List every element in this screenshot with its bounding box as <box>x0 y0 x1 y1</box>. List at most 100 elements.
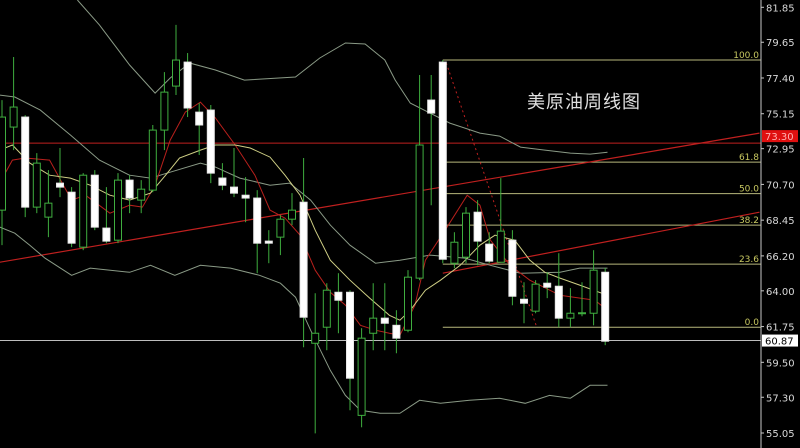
bollinger-upper-line <box>77 0 608 155</box>
candle-body-down <box>427 99 436 114</box>
candle <box>578 282 586 317</box>
candle-body-down <box>102 227 111 242</box>
red-price-tag-label: 73.30 <box>765 132 794 143</box>
candle-body-down <box>380 317 389 324</box>
candle-body-down <box>601 271 610 342</box>
candle-body-up <box>566 312 575 319</box>
candle <box>230 148 238 198</box>
candle <box>195 103 204 156</box>
candle <box>183 53 192 118</box>
candle <box>322 283 331 351</box>
candle-body-down <box>334 291 343 301</box>
candle-body-up <box>160 91 169 131</box>
candle <box>90 170 99 231</box>
candle <box>566 288 575 328</box>
price-axis-label: 77.40 <box>766 74 795 85</box>
candle <box>114 173 122 244</box>
candle <box>508 230 517 306</box>
candle <box>554 253 563 328</box>
candle-body-up <box>415 144 424 279</box>
candle <box>253 190 262 274</box>
candle <box>427 74 436 206</box>
candle <box>369 283 378 351</box>
candle-body-up <box>9 106 18 128</box>
fib-level-label: 50.0 <box>739 185 759 195</box>
candle-body-up <box>450 241 459 264</box>
candle-body-up <box>578 312 586 315</box>
candle <box>473 200 482 266</box>
candle <box>415 74 424 281</box>
candle-body-down <box>230 186 238 194</box>
dashed-projection-line <box>445 62 538 328</box>
candle-body-down <box>508 239 517 297</box>
price-axis-label: 79.65 <box>766 38 795 49</box>
candle-body-down <box>218 177 227 186</box>
candle <box>160 72 169 151</box>
candle <box>21 115 30 218</box>
fib-level-label: 100.0 <box>733 51 759 61</box>
candle <box>311 293 320 434</box>
candle <box>404 270 412 333</box>
candle-body-up <box>369 317 378 334</box>
candle-body-up <box>114 179 122 241</box>
price-axis-label: 70.70 <box>766 180 795 191</box>
candle <box>264 230 273 264</box>
candle-body-up <box>311 332 320 344</box>
candle <box>137 180 146 214</box>
bollinger-lower-line <box>0 226 608 414</box>
candle-body-up <box>276 218 285 238</box>
current-price-tag <box>762 334 798 347</box>
price-axis-label: 66.20 <box>766 252 795 263</box>
price-axis-label: 68.45 <box>766 216 795 227</box>
candle-body-down <box>520 298 528 304</box>
candle <box>148 125 157 193</box>
candle <box>56 148 64 198</box>
candle <box>543 272 552 299</box>
candle-body-down <box>67 191 76 244</box>
candle <box>288 193 296 226</box>
bollinger-middle-line <box>0 94 608 274</box>
candle-body-down <box>183 61 192 109</box>
candle <box>346 290 354 411</box>
red-price-tag <box>762 130 798 143</box>
candle <box>601 268 610 346</box>
candle-body-down <box>346 291 354 379</box>
candle-body-down <box>543 282 552 288</box>
fib-level-label: 0.0 <box>745 318 760 328</box>
price-axis-label: 61.75 <box>766 323 795 334</box>
candle <box>462 207 470 264</box>
candle-body-down <box>299 201 308 318</box>
candle <box>32 153 41 214</box>
candle <box>67 187 76 248</box>
candle-body-down <box>90 174 99 228</box>
candle <box>102 187 111 244</box>
candle-body-down <box>473 211 482 242</box>
candle-body-up <box>462 212 470 258</box>
candle-body-up <box>79 174 88 248</box>
candle-body-down <box>21 116 30 208</box>
candle-body-down <box>554 285 563 319</box>
candle-body-up <box>531 283 540 312</box>
candle <box>520 282 528 324</box>
candle <box>9 57 18 151</box>
candle-body-up <box>357 337 366 416</box>
candle <box>299 158 308 348</box>
fib-level-label: 38.2 <box>739 216 759 226</box>
candle-body-down <box>195 111 204 126</box>
candle-body-down <box>253 197 262 244</box>
candle <box>0 100 6 246</box>
price-axis-label: 57.30 <box>766 393 795 404</box>
candle <box>241 177 250 223</box>
price-axis-label: 55.05 <box>766 429 795 440</box>
candle-body-up <box>148 129 157 191</box>
candle-body-down <box>125 179 134 199</box>
price-axis-label: 72.95 <box>766 145 795 156</box>
candle <box>125 175 134 214</box>
candle-body-up <box>0 116 6 211</box>
candle <box>172 24 180 95</box>
price-axis-label: 64.00 <box>766 287 795 298</box>
candle-body-up <box>589 269 598 314</box>
candle-body-up <box>44 202 53 218</box>
candle-body-down <box>392 324 401 339</box>
